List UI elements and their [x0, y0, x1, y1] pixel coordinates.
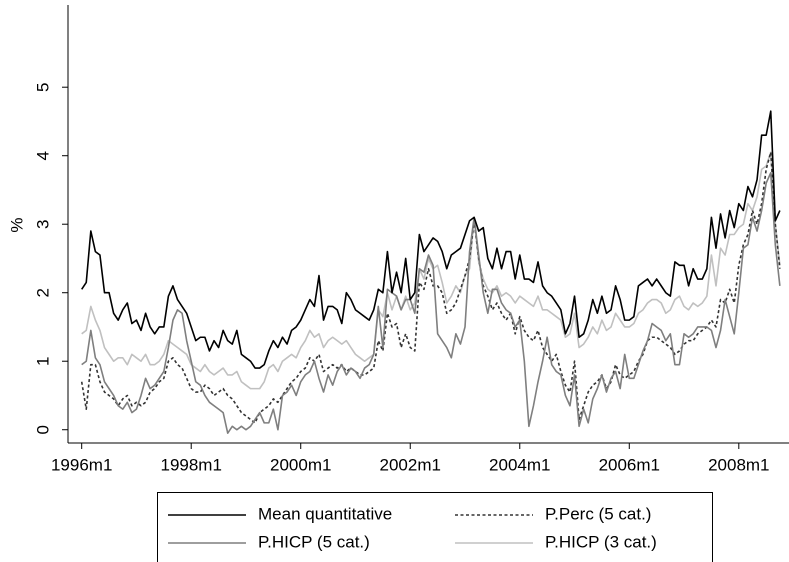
- legend-label: P.HICP (3 cat.): [545, 532, 657, 551]
- y-tick-label: 2: [33, 288, 52, 297]
- series-line: [80, 151, 781, 424]
- x-tick-label: 2002m1: [380, 455, 441, 474]
- x-tick-label: 2004m1: [489, 455, 550, 474]
- series-line: [81, 172, 781, 434]
- x-tick-label: 2008m1: [708, 455, 769, 474]
- legend-label: Mean quantitative: [258, 504, 392, 523]
- x-tick-label: 2000m1: [270, 455, 331, 474]
- legend-label: P.Perc (5 cat.): [545, 504, 651, 523]
- y-axis-title: %: [7, 217, 26, 232]
- y-tick-label: 1: [33, 356, 52, 365]
- y-tick-label: 4: [33, 151, 52, 160]
- x-tick-label: 1998m1: [160, 455, 221, 474]
- x-tick-label: 2006m1: [599, 455, 660, 474]
- legend: [157, 492, 713, 562]
- x-tick-label: 1996m1: [51, 455, 112, 474]
- y-tick-label: 3: [33, 219, 52, 228]
- y-tick-label: 5: [33, 82, 52, 91]
- y-tick-label: 0: [33, 425, 52, 434]
- series-line: [81, 151, 781, 390]
- legend-label: P.HICP (5 cat.): [258, 532, 370, 551]
- series-line: [81, 110, 781, 369]
